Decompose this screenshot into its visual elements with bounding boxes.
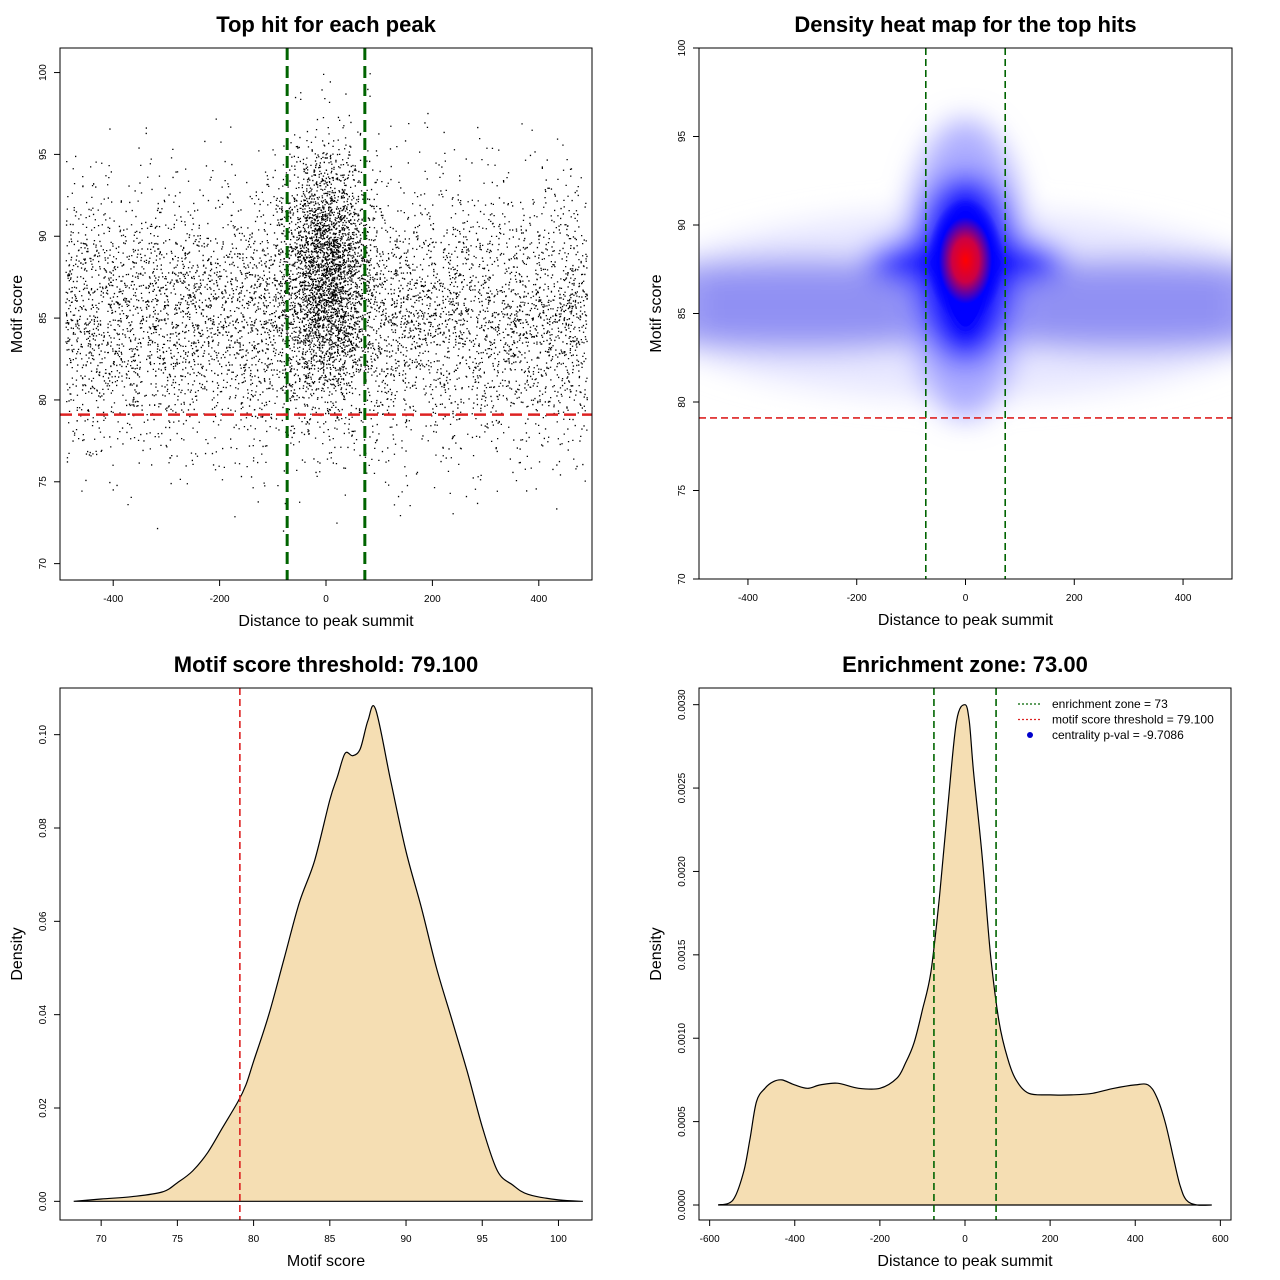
legend: enrichment zone = 73 motif score threshol… — [1018, 697, 1214, 742]
y-tick-label: 80 — [677, 396, 688, 408]
y-axis-label: Motif score — [9, 275, 26, 353]
y-axis-label: Motif score — [648, 274, 665, 352]
x-tick-label: 200 — [1066, 593, 1083, 604]
x-tick-label: 70 — [96, 1234, 108, 1245]
panel-scatter: Top hit for each peak Distance to peak su… — [9, 12, 593, 630]
y-tick-label: 0.04 — [38, 1004, 49, 1024]
x-tick-label: 200 — [1042, 1234, 1059, 1245]
y-tick-label: 0.00 — [38, 1191, 49, 1211]
y-tick-label: 0.0010 — [677, 1022, 688, 1053]
x-tick-label: 600 — [1212, 1234, 1229, 1245]
y-tick-label: 0.06 — [38, 911, 49, 931]
panel-distance-density: Enrichment zone: 73.00 Distance to peak s… — [648, 652, 1232, 1270]
x-tick-label: 80 — [248, 1234, 260, 1245]
x-tick-label: 0 — [323, 594, 329, 605]
y-tick-label: 70 — [677, 573, 688, 585]
x-tick-label: -200 — [847, 593, 867, 604]
scatter-points — [65, 73, 588, 532]
density-area — [718, 704, 1212, 1206]
x-axis-label: Distance to peak summit — [877, 1253, 1053, 1270]
plot-frame — [698, 47, 1233, 580]
y-tick-label: 0.10 — [38, 724, 49, 744]
chart-title: Top hit for each peak — [216, 12, 436, 37]
panel-score-density: Motif score threshold: 79.100 Motif score… — [9, 652, 593, 1270]
x-tick-label: 200 — [424, 594, 441, 605]
y-tick-label: 75 — [677, 485, 688, 497]
y-tick-label: 95 — [38, 148, 49, 160]
y-tick-label: 0.02 — [38, 1098, 49, 1118]
x-tick-label: -600 — [700, 1234, 720, 1245]
y-tick-label: 80 — [38, 394, 49, 406]
density-curve — [717, 704, 1212, 1206]
legend-item-label: motif score threshold = 79.100 — [1052, 713, 1214, 727]
y-tick-label: 95 — [677, 131, 688, 143]
plot-frame — [59, 687, 593, 1221]
y-tick-label: 75 — [38, 476, 49, 488]
y-tick-label: 100 — [677, 39, 688, 56]
x-tick-label: 100 — [550, 1234, 567, 1245]
legend-dot-icon — [1027, 732, 1033, 738]
y-axis-label: Density — [648, 927, 665, 980]
plot-frame — [698, 687, 1232, 1221]
legend-item-label: enrichment zone = 73 — [1052, 697, 1168, 711]
heatmap-density — [699, 48, 1232, 579]
x-tick-label: 0 — [962, 1234, 968, 1245]
x-axis-label: Distance to peak summit — [878, 612, 1054, 629]
x-tick-label: -200 — [210, 594, 230, 605]
x-tick-label: 400 — [530, 594, 547, 605]
y-tick-label: 0.0020 — [677, 856, 688, 887]
x-tick-label: 400 — [1175, 593, 1192, 604]
panel-heatmap: Density heat map for the top hits Distanc… — [648, 12, 1233, 629]
x-axis-label: Distance to peak summit — [238, 613, 414, 630]
plot-frame — [59, 47, 593, 581]
y-tick-label: 100 — [38, 64, 49, 81]
x-tick-label: 90 — [400, 1234, 412, 1245]
x-tick-label: -200 — [870, 1234, 890, 1245]
density-area — [73, 705, 583, 1202]
y-tick-label: 0.0000 — [677, 1189, 688, 1220]
y-tick-label: 85 — [38, 312, 49, 324]
x-tick-label: -400 — [785, 1234, 805, 1245]
chart-title: Motif score threshold: 79.100 — [174, 652, 478, 677]
density-curve — [73, 705, 583, 1202]
y-tick-label: 0.0005 — [677, 1106, 688, 1137]
x-axis-label: Motif score — [287, 1253, 365, 1270]
y-tick-label: 70 — [38, 558, 49, 570]
x-tick-label: -400 — [103, 594, 123, 605]
x-tick-label: 75 — [172, 1234, 184, 1245]
y-tick-label: 0.0030 — [677, 689, 688, 720]
y-tick-label: 90 — [38, 230, 49, 242]
legend-item-label: centrality p-val = -9.7086 — [1052, 728, 1184, 742]
y-tick-label: 0.0015 — [677, 939, 688, 970]
x-tick-label: 400 — [1127, 1234, 1144, 1245]
scatter-point-cloud — [65, 73, 588, 532]
x-tick-label: 0 — [963, 593, 969, 604]
chart-title: Density heat map for the top hits — [794, 12, 1136, 37]
y-axis-label: Density — [9, 927, 26, 980]
y-tick-label: 0.0025 — [677, 772, 688, 803]
chart-title: Enrichment zone: 73.00 — [842, 652, 1088, 677]
x-tick-label: -400 — [738, 593, 758, 604]
x-tick-label: 95 — [477, 1234, 489, 1245]
y-tick-label: 0.08 — [38, 818, 49, 838]
y-tick-label: 85 — [677, 308, 688, 320]
y-tick-label: 90 — [677, 219, 688, 231]
x-tick-label: 85 — [324, 1234, 336, 1245]
